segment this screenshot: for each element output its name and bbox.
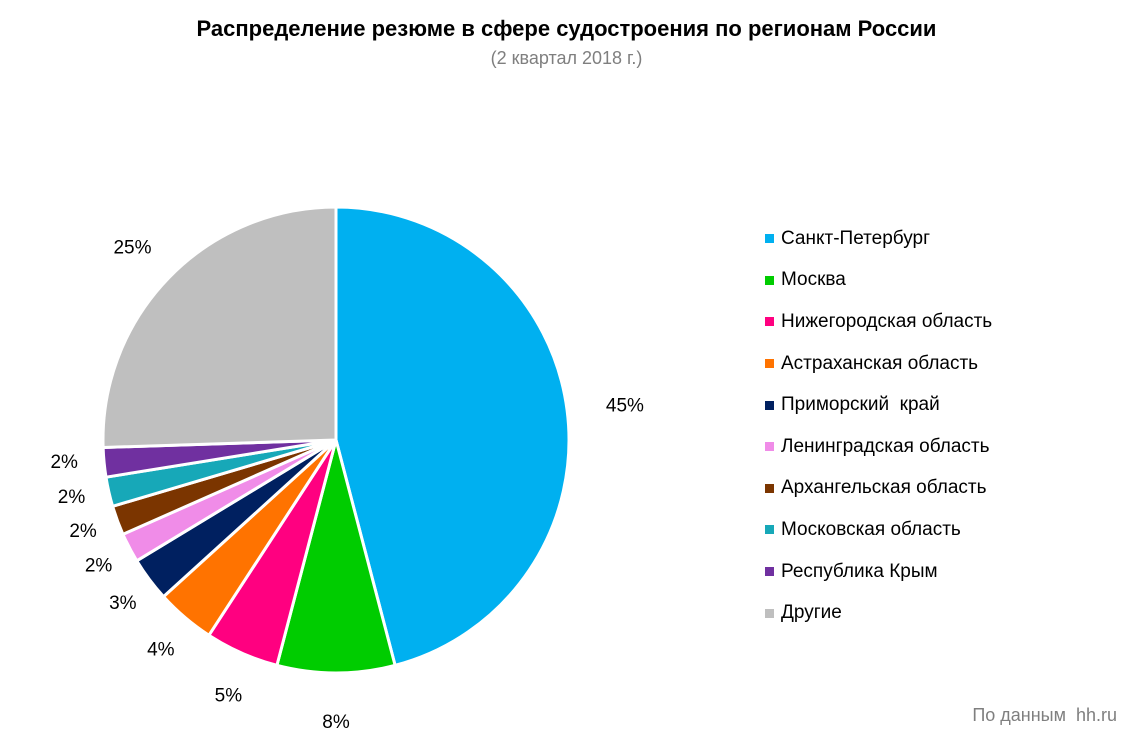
slice-value-label: 4% — [147, 640, 175, 661]
legend-swatch — [765, 442, 774, 452]
legend-item: Приморский край — [765, 384, 992, 426]
legend-label: Республика Крым — [781, 560, 938, 582]
slice-value-label: 2% — [50, 452, 78, 473]
legend-label: Санкт-Петербург — [781, 227, 931, 249]
legend-label: Приморский край — [781, 394, 940, 416]
slice-value-label: 8% — [322, 712, 350, 733]
slice-value-label: 3% — [109, 593, 137, 614]
legend-swatch — [765, 483, 774, 493]
slice-value-label: 2% — [85, 556, 113, 577]
legend-swatch — [765, 317, 774, 327]
legend-item: Другие — [765, 592, 992, 634]
legend-item: Московская область — [765, 509, 992, 551]
chart-legend: Санкт-Петербург Москва Нижегородская облас… — [765, 218, 992, 634]
legend-label: Московская область — [781, 518, 961, 540]
slice-value-label: 2% — [58, 487, 86, 508]
source-note: По данным hh.ru — [972, 705, 1117, 725]
slice-value-label: 25% — [113, 237, 151, 258]
legend-item: Астраханская область — [765, 343, 992, 385]
legend-item: Республика Крым — [765, 551, 992, 593]
legend-label: Астраханская область — [781, 352, 979, 374]
slice-value-label: 5% — [215, 686, 243, 707]
legend-swatch — [765, 234, 774, 244]
legend-swatch — [765, 400, 774, 410]
legend-item: Москва — [765, 260, 992, 302]
pie-slice-2 — [275, 438, 397, 675]
legend-label: Ленинградская область — [781, 435, 990, 457]
legend-item: Ленинградская область — [765, 426, 992, 468]
legend-item: Архангельская область — [765, 468, 992, 510]
pie-slice-10 — [101, 205, 338, 449]
slice-value-label: 45% — [606, 396, 644, 417]
legend-label: Другие — [781, 602, 842, 624]
legend-swatch — [765, 525, 774, 535]
slice-value-label: 2% — [69, 521, 97, 542]
legend-swatch — [765, 359, 774, 369]
pie-slice-1 — [334, 205, 571, 667]
legend-item: Нижегородская область — [765, 301, 992, 343]
legend-swatch — [765, 275, 774, 285]
legend-label: Архангельская область — [781, 477, 987, 499]
legend-item: Санкт-Петербург — [765, 218, 992, 260]
legend-swatch — [765, 567, 774, 577]
legend-swatch — [765, 608, 774, 618]
legend-label: Нижегородская область — [781, 310, 993, 332]
chart-subtitle: (2 квартал 2018 г.) — [490, 48, 643, 68]
legend-label: Москва — [781, 269, 846, 291]
chart-title: Распределение резюме в сфере судостроени… — [196, 16, 937, 41]
